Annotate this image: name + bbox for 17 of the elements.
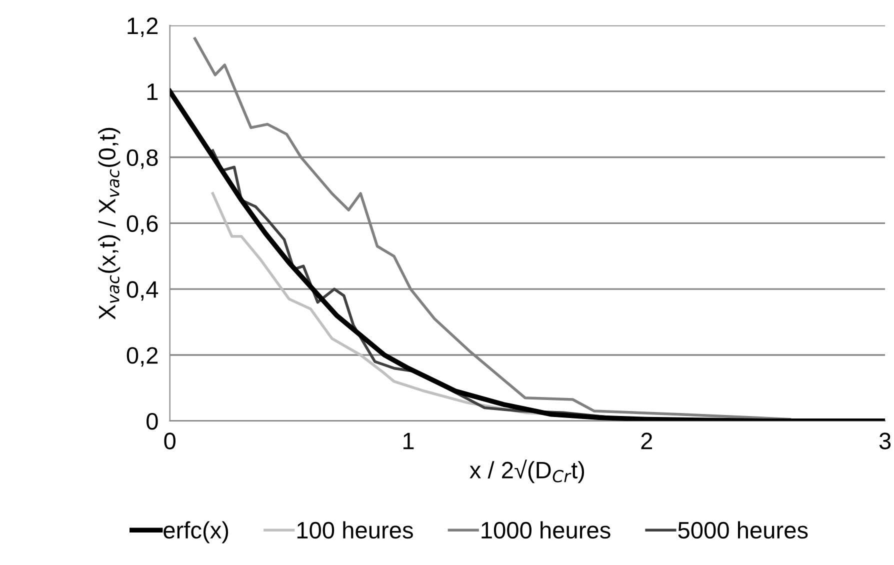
x-tick-label: 0: [164, 432, 176, 450]
x-tick-label: 1: [403, 432, 414, 450]
legend-label: 5000 heures: [678, 521, 808, 539]
y-tick-label: 1,2: [128, 17, 158, 37]
legend-label: erfc(x): [164, 521, 228, 544]
y-tick-label: 0,6: [126, 215, 158, 235]
y-tick-label: 1: [147, 84, 158, 100]
y-tick-label: 0,2: [126, 347, 158, 367]
legend-label: 100 heures: [297, 521, 413, 539]
y-tick-label: 0,4: [126, 281, 158, 301]
x-tick-label: 2: [641, 432, 652, 450]
y-tick-label: 0: [146, 412, 158, 430]
x-axis-title: x / 2√(D$_{Cr}$t): [470, 460, 584, 484]
y-axis-title: X$_{vac}$(x,t) / X$_{vac}$(0,t): [98, 128, 120, 320]
x-tick-label: 3: [879, 432, 891, 450]
y-tick-label: 0,8: [126, 149, 158, 169]
legend-label: 1000 heures: [482, 521, 610, 539]
